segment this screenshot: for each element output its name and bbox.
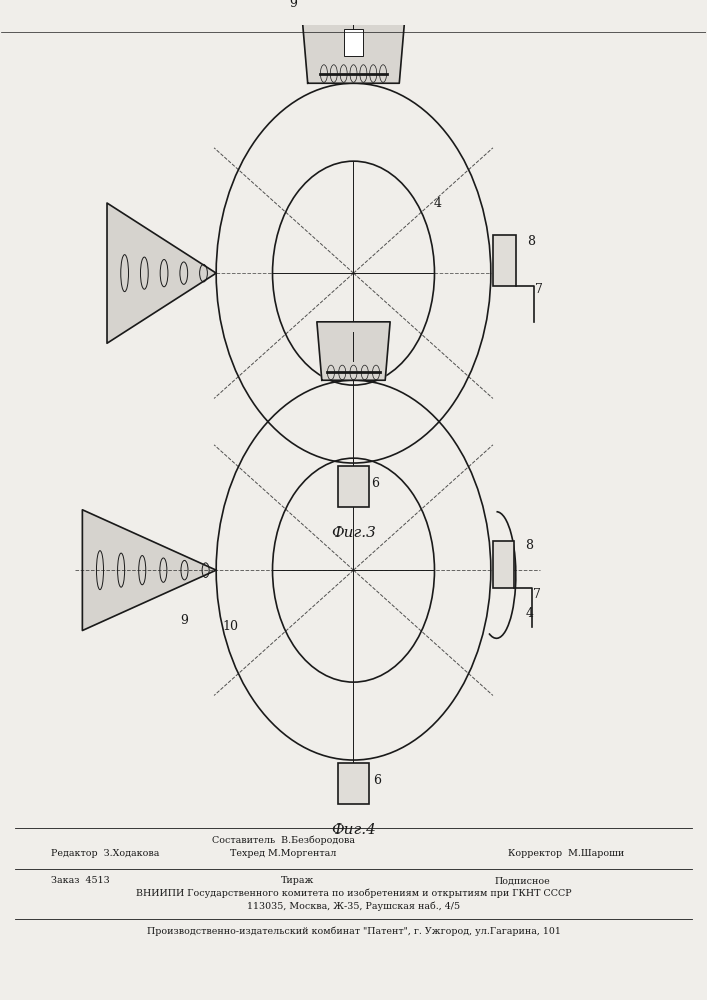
FancyBboxPatch shape [493,235,516,286]
Text: Техред М.Моргентал: Техред М.Моргентал [230,849,337,858]
Text: 1701757: 1701757 [316,47,391,64]
Text: Подписное: Подписное [494,876,550,885]
Text: 8: 8 [527,235,534,248]
Text: 7: 7 [533,588,541,601]
Polygon shape [83,510,216,631]
Text: Тираж: Тираж [281,876,314,885]
Polygon shape [317,322,390,380]
Text: Заказ  4513: Заказ 4513 [51,876,110,885]
Text: 8: 8 [525,539,532,552]
Text: 113035, Москва, Ж-35, Раушская наб., 4/5: 113035, Москва, Ж-35, Раушская наб., 4/5 [247,901,460,911]
FancyBboxPatch shape [338,466,369,507]
Text: Фиг.3: Фиг.3 [331,526,376,540]
Text: 10: 10 [222,620,238,633]
Text: 9: 9 [290,0,298,10]
Polygon shape [300,0,407,83]
Text: 4: 4 [526,607,534,620]
Text: 6: 6 [371,477,379,490]
FancyBboxPatch shape [493,541,514,588]
FancyBboxPatch shape [344,29,363,56]
Text: Составитель  В.Безбородова: Составитель В.Безбородова [211,835,355,845]
Text: 9: 9 [180,614,189,627]
FancyBboxPatch shape [338,763,369,804]
Text: Редактор  З.Ходакова: Редактор З.Ходакова [51,849,159,858]
Text: Производственно-издательский комбинат "Патент", г. Ужгород, ул.Гагарина, 101: Производственно-издательский комбинат "П… [146,927,561,936]
Text: ВНИИПИ Государственного комитета по изобретениям и открытиям при ГКНТ СССР: ВНИИПИ Государственного комитета по изоб… [136,889,571,898]
Text: 6: 6 [373,774,381,787]
Polygon shape [107,203,216,343]
Text: 4: 4 [434,197,442,210]
Text: Фиг.4: Фиг.4 [331,823,376,837]
Text: Корректор  М.Шароши: Корректор М.Шароши [508,849,625,858]
Text: 7: 7 [535,283,543,296]
